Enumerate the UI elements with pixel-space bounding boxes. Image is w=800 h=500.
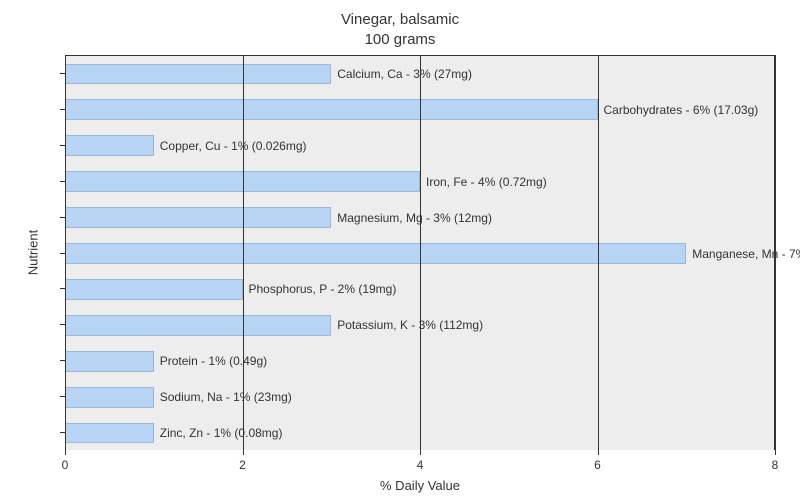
x-tick-label: 8 [772,458,779,472]
bar [65,423,154,444]
nutrient-bar-chart: Vinegar, balsamic 100 grams Calcium, Ca … [0,0,800,500]
bar-label: Sodium, Na - 1% (23mg) [160,390,292,404]
y-tick-mark [60,360,65,361]
y-tick-mark [60,396,65,397]
bar [65,351,154,372]
x-gridline [420,55,421,455]
y-tick-mark [60,253,65,254]
bar [65,243,686,264]
bar [65,135,154,156]
x-gridline [775,55,776,455]
y-tick-mark [60,73,65,74]
chart-title-line2: 100 grams [0,30,800,50]
bar-label: Protein - 1% (0.49g) [160,354,267,368]
x-tick-label: 6 [594,458,601,472]
bar [65,387,154,408]
y-tick-mark [60,217,65,218]
x-tick-label: 0 [62,458,69,472]
y-tick-mark [60,181,65,182]
chart-title-line1: Vinegar, balsamic [0,10,800,30]
x-tick-label: 2 [239,458,246,472]
bar [65,99,598,120]
y-tick-mark [60,145,65,146]
x-gridline [598,55,599,455]
y-tick-mark [60,288,65,289]
bar [65,315,331,336]
bar [65,207,331,228]
y-tick-mark [60,109,65,110]
bar [65,279,243,300]
y-axis-title: Nutrient [25,229,40,275]
x-gridline [243,55,244,455]
chart-title: Vinegar, balsamic 100 grams [0,10,800,49]
x-tick-label: 4 [417,458,424,472]
x-axis-title: % Daily Value [65,478,775,493]
bar-label: Zinc, Zn - 1% (0.08mg) [160,426,283,440]
bar-label: Calcium, Ca - 3% (27mg) [337,67,472,81]
bar-label: Manganese, Mn - 7% (0.131mg) [692,247,800,261]
bar-label: Magnesium, Mg - 3% (12mg) [337,211,492,225]
bar-label: Copper, Cu - 1% (0.026mg) [160,139,307,153]
bar-label: Iron, Fe - 4% (0.72mg) [426,175,547,189]
y-tick-mark [60,432,65,433]
bar-label: Carbohydrates - 6% (17.03g) [604,103,759,117]
bar-label: Phosphorus, P - 2% (19mg) [249,282,397,296]
bar [65,64,331,85]
y-tick-mark [60,324,65,325]
x-gridline [65,55,66,455]
bar-label: Potassium, K - 3% (112mg) [337,318,483,332]
